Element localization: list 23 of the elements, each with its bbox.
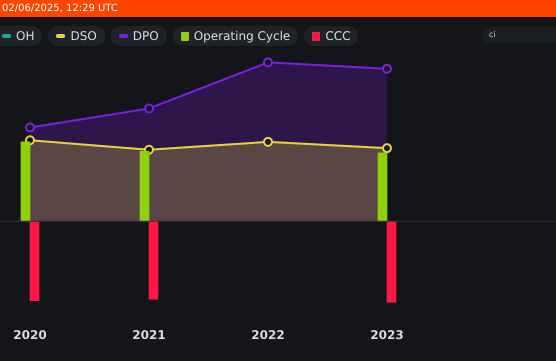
bar (386, 220, 396, 303)
legend-label: DPO (132, 28, 159, 45)
legend-label: DSO (70, 28, 97, 45)
legend-label: CCC (325, 28, 350, 45)
point (144, 103, 154, 114)
legend-label: Operating Cycle (194, 28, 290, 45)
x-tick-label: 2023 (370, 328, 404, 342)
x-tick-label: 2020 (13, 328, 47, 342)
point (25, 122, 35, 133)
point (263, 136, 273, 147)
bar (148, 220, 158, 300)
point (382, 143, 392, 154)
bar (140, 151, 150, 222)
point (382, 64, 392, 74)
x-tick-label: 2022 (251, 328, 285, 342)
bar (30, 220, 40, 302)
point (263, 57, 273, 68)
text: 02/06/2025, 12:29 UTC (0, 0, 556, 17)
x-tick-label: 2021 (132, 328, 166, 342)
legend-label: OH (16, 28, 34, 45)
bar (378, 152, 388, 222)
search-field: ci (483, 27, 556, 43)
bar (20, 142, 30, 222)
